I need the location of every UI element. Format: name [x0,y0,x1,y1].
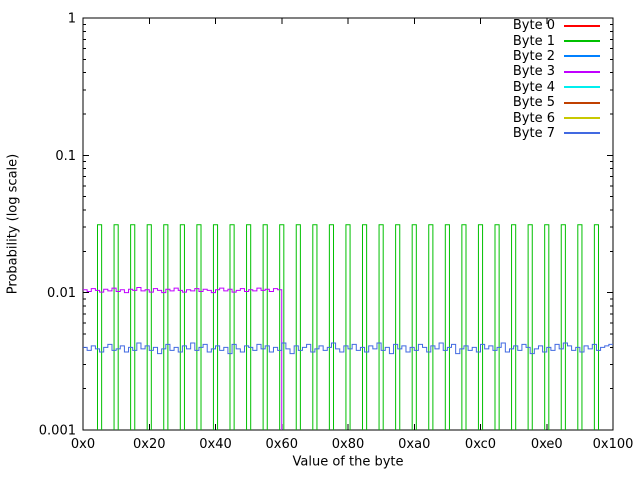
legend: Byte 0 Byte 1 Byte 2 Byte 3 Byte 4 Byte … [513,18,600,141]
legend-label: Byte 7 [512,125,555,141]
histogram-bin [146,224,152,430]
x-tick-label: 0x0 [71,437,95,452]
x-tick-label: 0x40 [199,437,232,452]
histogram-bin [262,224,268,430]
x-tick-label: 0x80 [332,437,365,452]
histogram-bin [130,224,136,430]
legend-line-sample [564,24,600,27]
histogram-bin [494,224,500,430]
legend-label: Byte 0 [512,18,555,34]
histogram-bin [477,224,484,430]
legend-item: Byte 4 [513,80,600,95]
histogram-bin [246,224,252,430]
legend-item: Byte 5 [513,95,600,110]
histogram-bin [113,224,119,430]
histogram-bin [361,224,368,430]
legend-item: Byte 7 [513,126,600,141]
x-tick-label: 0x100 [593,437,634,452]
histogram-bin [511,224,517,430]
legend-line-sample [564,117,600,120]
x-axis-title: Value of the byte [292,454,404,470]
histogram-bin [163,224,169,430]
histogram-bin [560,224,566,430]
histogram-bin [295,224,301,430]
x-tick-label: 0x60 [265,437,298,452]
legend-item: Byte 0 [513,18,600,33]
histogram-bin [345,224,351,430]
histogram-bin [328,224,335,430]
histogram-bin [544,224,550,430]
histogram-bin [96,224,103,430]
legend-line-sample [564,70,600,73]
legend-item: Byte 6 [513,110,600,125]
legend-label: Byte 2 [512,48,555,64]
histogram-bin [378,224,384,430]
legend-line-sample [564,132,600,135]
legend-line-sample [564,101,600,104]
legend-line-sample [564,86,600,89]
histogram-bin [428,224,434,430]
legend-label: Byte 1 [512,33,555,49]
legend-item: Byte 2 [513,49,600,64]
histogram-bin [312,224,318,430]
histogram-bin [461,224,467,430]
histogram-bin [212,224,219,430]
histogram-bin [593,224,600,430]
x-tick-label: 0xa0 [398,437,430,452]
histogram-bin [395,224,401,430]
series-byte-1 [96,224,600,430]
y-tick-label: 1 [68,12,76,27]
legend-label: Byte 4 [512,79,555,95]
legend-label: Byte 5 [512,95,555,111]
histogram-bin [444,224,450,430]
histogram-bin [527,224,533,430]
step-line [83,287,283,430]
step-line [83,342,613,355]
x-tick-label: 0xc0 [465,437,496,452]
histogram-bin [577,224,583,430]
x-tick-label: 0x20 [133,437,166,452]
histogram-bin [411,224,417,430]
x-tick-label: 0xe0 [531,437,563,452]
y-tick-label: 0.01 [47,286,76,301]
legend-label: Byte 3 [512,64,555,80]
legend-label: Byte 6 [512,110,555,126]
y-tick-label: 0.1 [55,149,76,164]
legend-line-sample [564,40,600,43]
legend-line-sample [564,55,600,58]
y-tick-label: 0.001 [39,424,76,439]
series-byte-7 [83,342,613,355]
legend-item: Byte 3 [513,64,600,79]
histogram-bin [179,224,185,430]
series-byte-3 [83,287,283,430]
histogram-bin [279,224,285,430]
histogram-bin [229,224,235,430]
y-axis-title: Probability (log scale) [5,153,21,295]
legend-item: Byte 1 [513,33,600,48]
histogram-bin [196,224,202,430]
